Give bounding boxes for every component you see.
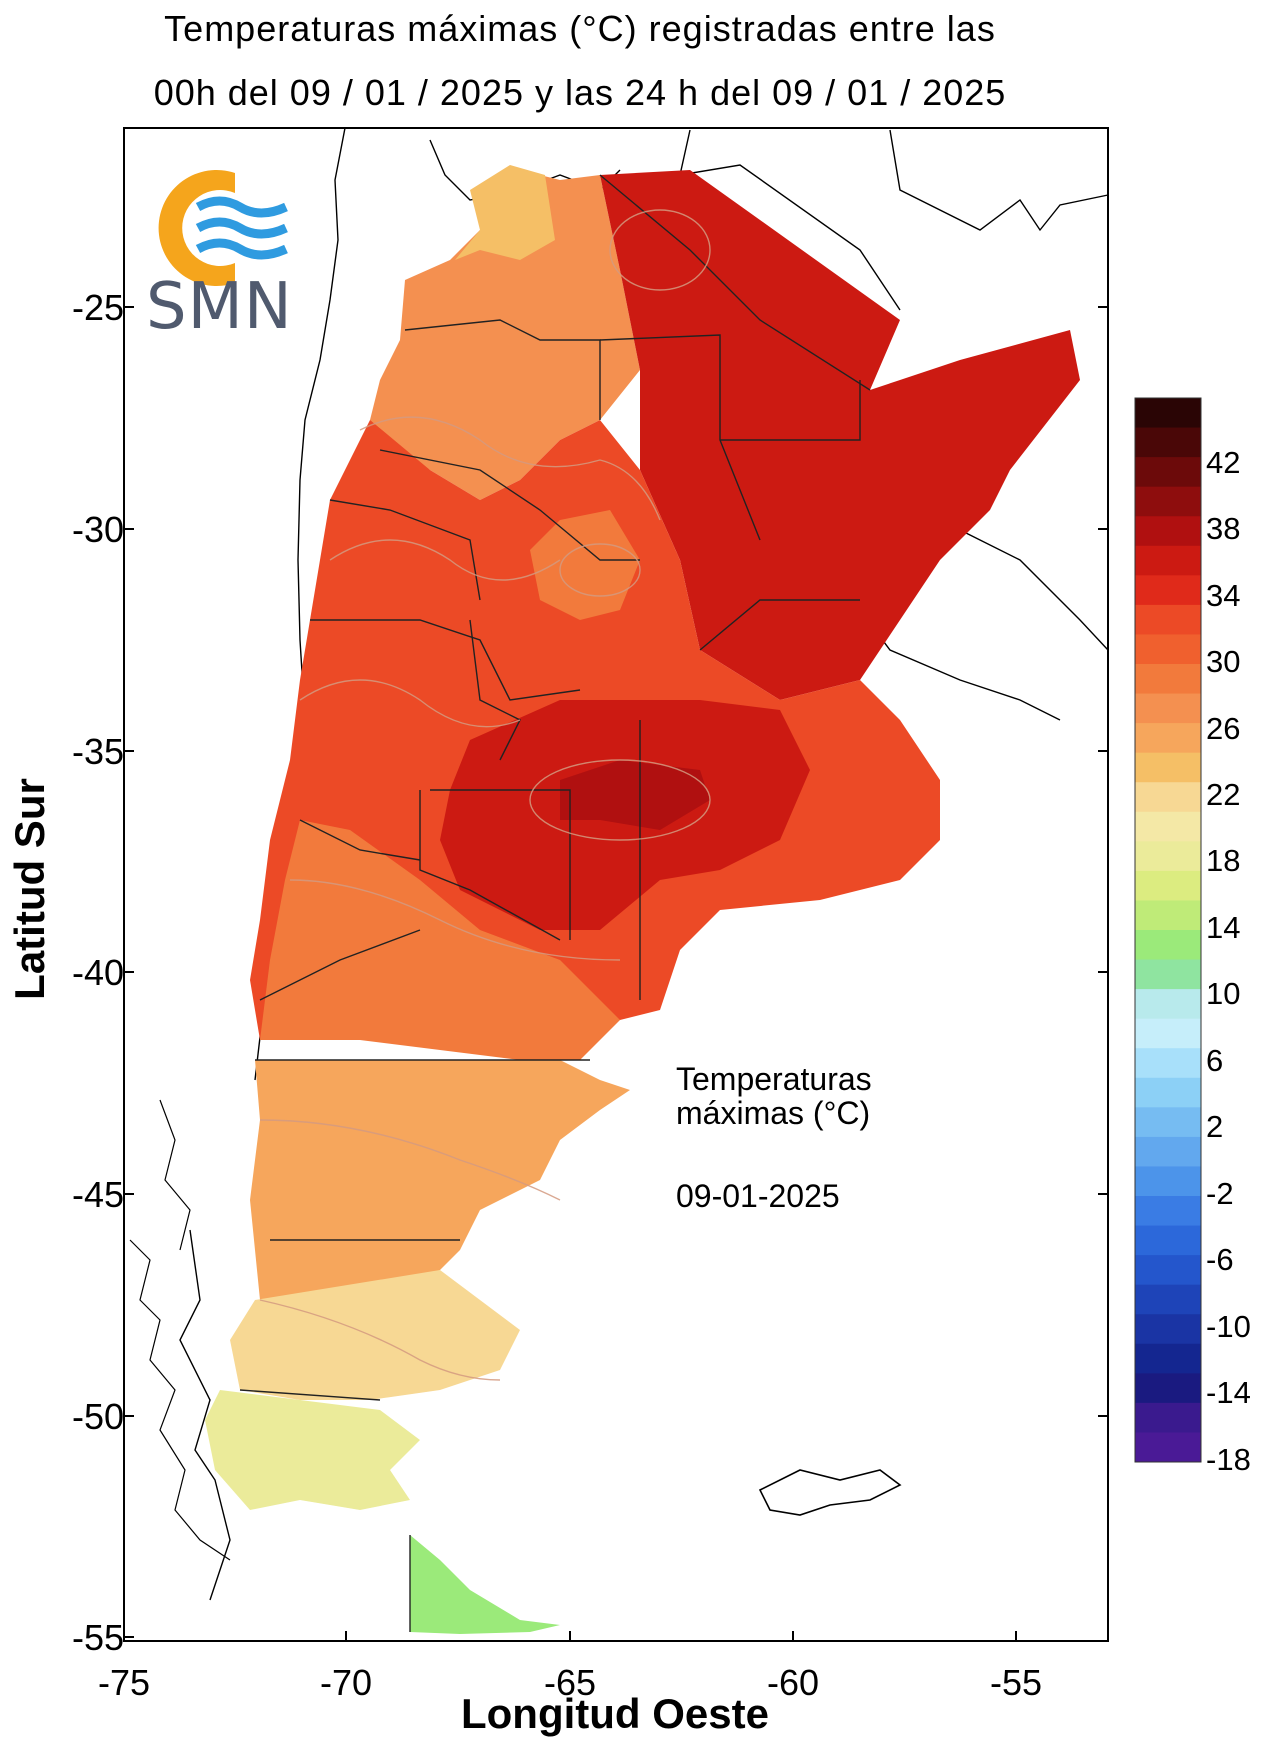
- legend-label: 26: [1206, 711, 1241, 746]
- legend-swatch: [1135, 930, 1201, 961]
- y-tick-label: -40: [71, 952, 124, 993]
- legend-swatch: [1135, 693, 1201, 724]
- annotation-line-1: Temperaturas: [676, 1061, 872, 1097]
- legend-swatch: [1135, 723, 1201, 754]
- legend-swatch: [1135, 486, 1201, 517]
- legend-label: 14: [1206, 910, 1241, 945]
- legend-label: 42: [1206, 445, 1241, 480]
- legend-swatch: [1135, 841, 1201, 872]
- legend-label: -6: [1206, 1242, 1234, 1277]
- x-tick-label: -70: [319, 1662, 373, 1703]
- legend-swatch: [1135, 457, 1201, 488]
- legend-swatch: [1135, 782, 1201, 813]
- smn-logo-icon: [158, 170, 288, 286]
- legend-label: 10: [1206, 976, 1241, 1011]
- y-tick-label: -30: [71, 509, 124, 550]
- legend-label: 34: [1206, 578, 1241, 613]
- legend-swatch: [1135, 959, 1201, 990]
- region-santa-cruz-south: [205, 1390, 420, 1510]
- annotation-date: 09-01-2025: [676, 1178, 840, 1214]
- title-line-1: Temperaturas máximas (°C) registradas en…: [164, 8, 996, 49]
- legend-swatch: [1135, 811, 1201, 842]
- legend-swatch: [1135, 1077, 1201, 1108]
- title-line-2: 00h del 09 / 01 / 2025 y las 24 h del 09…: [153, 72, 1007, 113]
- malvinas-islands: [758, 1469, 902, 1516]
- legend-swatch: [1135, 1048, 1201, 1079]
- legend-label: 6: [1206, 1043, 1224, 1078]
- y-tick-label: -35: [71, 731, 124, 772]
- legend-label: -10: [1206, 1309, 1251, 1344]
- y-tick-label: -55: [71, 1617, 124, 1658]
- region-north-belt: [370, 170, 640, 500]
- contour-lines: [259, 209, 711, 1381]
- legend-label: -14: [1206, 1375, 1251, 1410]
- legend-label: -2: [1206, 1176, 1234, 1211]
- axis-ticks: [123, 306, 1108, 1641]
- y-tick-label: -45: [71, 1174, 124, 1215]
- region-north-patagonia: [260, 820, 620, 1060]
- region-tierra-del-fuego: [410, 1535, 560, 1634]
- x-axis-title: Longitud Oeste: [461, 1690, 769, 1737]
- filled-map: [205, 165, 1080, 1634]
- x-tick-label: -65: [543, 1662, 597, 1703]
- legend-swatch: [1135, 1196, 1201, 1227]
- legend-swatch: [1135, 1373, 1201, 1404]
- region-center-warm: [530, 510, 640, 620]
- region-pampa-core: [560, 760, 710, 830]
- legend-swatch: [1135, 1166, 1201, 1197]
- y-tick-label: -25: [71, 287, 124, 328]
- legend-label: 30: [1206, 644, 1241, 679]
- legend-label: 2: [1206, 1109, 1224, 1144]
- legend-swatch: [1135, 1402, 1201, 1433]
- legend-swatch: [1135, 575, 1201, 606]
- legend-swatch: [1135, 1018, 1201, 1049]
- legend-label: 18: [1206, 843, 1241, 878]
- chile-coast: [129, 1099, 231, 1561]
- legend-label: 38: [1206, 511, 1241, 546]
- province-borders: [239, 174, 871, 1632]
- region-patagonia-south: [230, 1270, 520, 1400]
- legend-swatch: [1135, 900, 1201, 931]
- logo-text: SMN: [146, 270, 293, 344]
- legend-swatch: [1135, 752, 1201, 783]
- legend-swatch: [1135, 1314, 1201, 1345]
- legend-swatch: [1135, 1432, 1201, 1463]
- y-tick-label: -50: [71, 1396, 124, 1437]
- legend-swatch: [1135, 545, 1201, 576]
- x-tick-label: -75: [97, 1662, 151, 1703]
- legend-frame: [1134, 397, 1202, 1463]
- region-northeast: [600, 170, 1080, 700]
- legend-swatch: [1135, 1343, 1201, 1374]
- legend-swatch: [1135, 1107, 1201, 1138]
- region-north-cool: [455, 165, 555, 260]
- annotation-line-2: máximas (°C): [676, 1095, 871, 1131]
- legend-swatch: [1135, 870, 1201, 901]
- legend-label: -18: [1206, 1442, 1251, 1477]
- legend-swatch: [1135, 1255, 1201, 1286]
- legend-swatch: [1135, 398, 1201, 429]
- legend-swatch: [1135, 427, 1201, 458]
- legend-swatch: [1135, 1136, 1201, 1167]
- y-axis-title: Latitud Sur: [6, 778, 53, 1000]
- legend-colorbar: [1134, 397, 1202, 1463]
- legend-swatch: [1135, 634, 1201, 665]
- legend-swatch: [1135, 1225, 1201, 1256]
- legend-swatch: [1135, 664, 1201, 695]
- legend-swatch: [1135, 989, 1201, 1020]
- x-tick-label: -55: [989, 1662, 1043, 1703]
- legend-label: 22: [1206, 777, 1241, 812]
- legend-swatch: [1135, 604, 1201, 635]
- map-annotation: Temperaturas máximas (°C): [676, 1062, 872, 1130]
- legend-swatch: [1135, 516, 1201, 547]
- legend-swatch: [1135, 1284, 1201, 1315]
- x-tick-label: -60: [766, 1662, 820, 1703]
